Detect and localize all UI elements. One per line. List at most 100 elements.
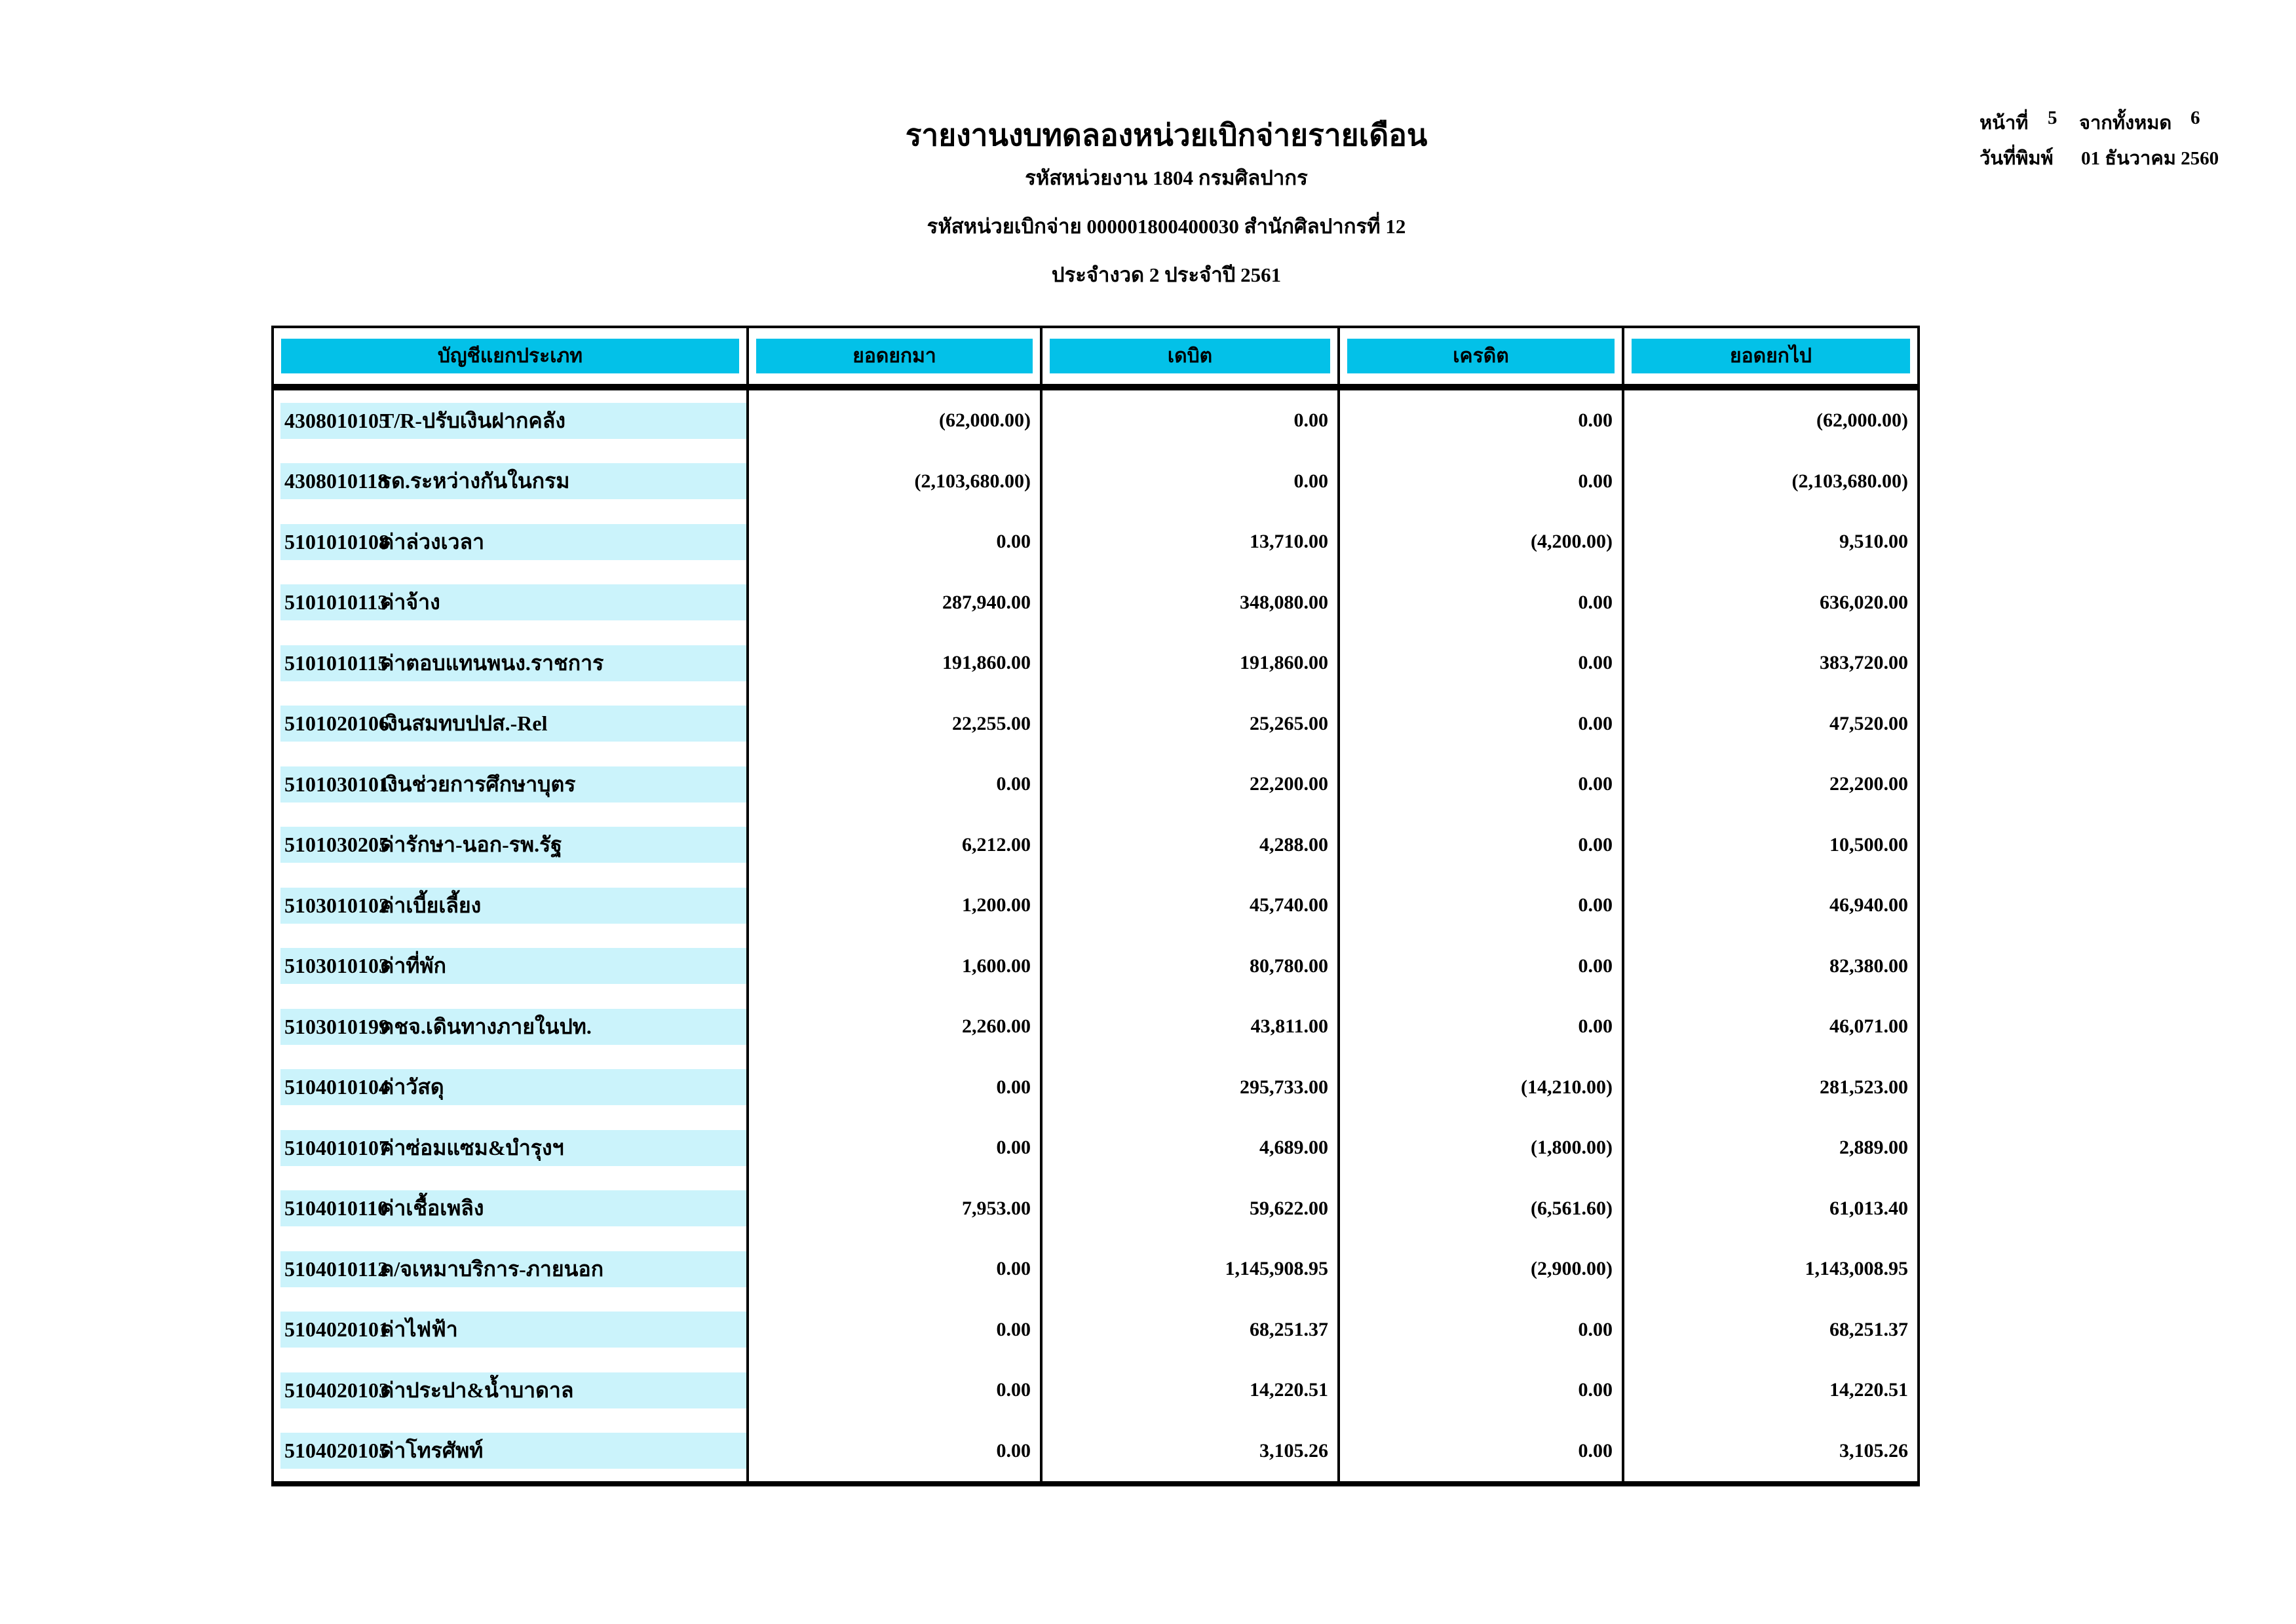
- debit-cell: 0.00: [1043, 451, 1340, 512]
- trial-balance-table: บัญชีแยกประเภท ยอดยกมา เดบิต เครดิต ยอดย…: [271, 326, 1920, 1486]
- credit-cell: 0.00: [1340, 875, 1624, 936]
- credit-cell: (1,800.00): [1340, 1118, 1624, 1179]
- table-row: 5104020101 ค่าไฟฟ้า 0.00 68,251.37 0.00 …: [274, 1299, 1917, 1360]
- opening-balance-cell: (2,103,680.00): [749, 451, 1043, 512]
- closing-balance-cell: 383,720.00: [1820, 652, 1908, 674]
- account-cell: 5104020105 ค่าโทรศัพท์: [274, 1420, 749, 1481]
- account-code: 5101020106: [284, 711, 389, 736]
- credit-cell: (6,561.60): [1340, 1178, 1624, 1239]
- account-code: 5104010104: [284, 1075, 389, 1099]
- closing-balance-cell: 281,523.00: [1820, 1076, 1908, 1098]
- credit-cell: 0.00: [1340, 1360, 1624, 1421]
- closing-balance-cell: 3,105.26: [1839, 1439, 1908, 1462]
- account-name: ค่าซ่อมแซม&บำรุงฯ: [380, 1135, 564, 1160]
- account-code: 5101030101: [284, 772, 389, 796]
- closing-balance-cell: 9,510.00: [1839, 531, 1908, 553]
- table-row: 4308010105 T/R-ปรับเงินฝากคลัง (62,000.0…: [274, 390, 1917, 451]
- column-header-opening-balance: ยอดยกมา: [756, 339, 1033, 373]
- account-cell: 5104020101 ค่าไฟฟ้า: [274, 1299, 749, 1360]
- closing-balance-cell: 636,020.00: [1820, 591, 1908, 613]
- account-cell: 5103010199 คชจ.เดินทางภายในปท.: [274, 996, 749, 1057]
- table-row: 5103010103 ค่าที่พัก 1,600.00 80,780.00 …: [274, 935, 1917, 996]
- account-cell: 5104010112 ค/จเหมาบริการ-ภายนอก: [274, 1239, 749, 1300]
- credit-cell: (2,900.00): [1340, 1239, 1624, 1300]
- column-header-closing-balance: ยอดยกไป: [1632, 339, 1910, 373]
- account-code: 4308010105: [284, 408, 389, 432]
- debit-cell: 348,080.00: [1043, 572, 1340, 633]
- credit-cell: 0.00: [1340, 935, 1624, 996]
- debit-cell: 25,265.00: [1043, 693, 1340, 754]
- closing-balance-cell: 61,013.40: [1829, 1197, 1908, 1219]
- account-band: 5104010110 ค่าเชื้อเพลิง: [280, 1190, 746, 1227]
- closing-balance-cell: 46,940.00: [1829, 894, 1908, 916]
- table-row: 5104010110 ค่าเชื้อเพลิง 7,953.00 59,622…: [274, 1178, 1917, 1239]
- closing-balance-cell: 2,889.00: [1839, 1137, 1908, 1159]
- table-row: 5104010104 ค่าวัสดุ 0.00 295,733.00 (14,…: [274, 1057, 1917, 1118]
- credit-cell: 0.00: [1340, 451, 1624, 512]
- credit-cell: 0.00: [1340, 996, 1624, 1057]
- opening-balance-cell: 0.00: [749, 1420, 1043, 1481]
- column-header-debit: เดบิต: [1050, 339, 1330, 373]
- account-name: ค่าประปา&น้ำบาดาล: [380, 1378, 574, 1402]
- debit-cell: 43,811.00: [1043, 996, 1340, 1057]
- table-row: 5103010199 คชจ.เดินทางภายในปท. 2,260.00 …: [274, 996, 1917, 1057]
- page-info: หน้าที่ 5 จากทั้งหมด 6 วันที่พิมพ์ 01 ธั…: [1980, 107, 2255, 186]
- table-row: 5103010102 ค่าเบี้ยเลี้ยง 1,200.00 45,74…: [274, 875, 1917, 936]
- account-band: 5103010103 ค่าที่พัก: [280, 948, 746, 985]
- table-row: 5101030101 เงินช่วยการศึกษาบุตร 0.00 22,…: [274, 754, 1917, 815]
- account-code: 5104010107: [284, 1135, 389, 1160]
- table-row: 5104020105 ค่าโทรศัพท์ 0.00 3,105.26 0.0…: [274, 1420, 1917, 1481]
- header-cell-opening: ยอดยกมา: [749, 328, 1043, 384]
- account-band: 5101020106 เงินสมทบปปส.-Rel: [280, 706, 746, 742]
- credit-cell: 0.00: [1340, 814, 1624, 875]
- opening-balance-cell: 22,255.00: [749, 693, 1043, 754]
- credit-cell: 0.00: [1340, 572, 1624, 633]
- table-row: 5101030205 ค่ารักษา-นอก-รพ.รัฐ 6,212.00 …: [274, 814, 1917, 875]
- credit-cell: 0.00: [1340, 390, 1624, 451]
- credit-cell: 0.00: [1340, 633, 1624, 694]
- account-band: 5104010112 ค/จเหมาบริการ-ภายนอก: [280, 1251, 746, 1287]
- account-code: 5104020103: [284, 1378, 389, 1402]
- account-cell: 5101030101 เงินช่วยการศึกษาบุตร: [274, 754, 749, 815]
- account-cell: 5101010115 ค่าตอบแทนพนง.ราชการ: [274, 633, 749, 694]
- table-row: 5104010107 ค่าซ่อมแซม&บำรุงฯ 0.00 4,689.…: [274, 1118, 1917, 1179]
- account-band: 5101010115 ค่าตอบแทนพนง.ราชการ: [280, 645, 746, 681]
- opening-balance-cell: 0.00: [749, 754, 1043, 815]
- header-cell-debit: เดบิต: [1043, 328, 1340, 384]
- table-row: 5104010112 ค/จเหมาบริการ-ภายนอก 0.00 1,1…: [274, 1239, 1917, 1300]
- opening-balance-cell: (62,000.00): [749, 390, 1043, 451]
- closing-balance-cell: 22,200.00: [1829, 773, 1908, 795]
- opening-balance-cell: 2,260.00: [749, 996, 1043, 1057]
- closing-balance-cell: 82,380.00: [1829, 954, 1908, 977]
- account-cell: 4308010105 T/R-ปรับเงินฝากคลัง: [274, 390, 749, 451]
- debit-cell: 80,780.00: [1043, 935, 1340, 996]
- report-unit-line: รหัสหน่วยเบิกจ่าย 000001800400030 สำนักศ…: [927, 215, 1406, 238]
- credit-cell: 0.00: [1340, 754, 1624, 815]
- credit-cell: 0.00: [1340, 1420, 1624, 1481]
- opening-balance-cell: 287,940.00: [749, 572, 1043, 633]
- opening-balance-cell: 1,600.00: [749, 935, 1043, 996]
- opening-balance-cell: 1,200.00: [749, 875, 1043, 936]
- account-name: เงินสมทบปปส.-Rel: [380, 711, 548, 736]
- report-org-line: รหัสหน่วยงาน 1804 กรมศิลปากร: [1025, 166, 1308, 189]
- account-name: ค่าที่พัก: [380, 954, 446, 978]
- account-name: ค่าโทรศัพท์: [380, 1439, 484, 1463]
- print-date-value: 01 ธันวาคม 2560: [2081, 148, 2219, 169]
- account-cell: 5101020106 เงินสมทบปปส.-Rel: [274, 693, 749, 754]
- account-code: 5103010103: [284, 954, 389, 978]
- account-name: ค่าไฟฟ้า: [380, 1317, 458, 1342]
- account-band: 5101010108 ค่าล่วงเวลา: [280, 523, 746, 560]
- opening-balance-cell: 0.00: [749, 512, 1043, 573]
- account-cell: 5101010108 ค่าล่วงเวลา: [274, 512, 749, 573]
- closing-balance-cell: 68,251.37: [1829, 1318, 1908, 1340]
- table-row: 5104020103 ค่าประปา&น้ำบาดาล 0.00 14,220…: [274, 1360, 1917, 1421]
- account-band: 5103010199 คชจ.เดินทางภายในปท.: [280, 1008, 746, 1045]
- debit-cell: 0.00: [1043, 390, 1340, 451]
- total-pages-value: 6: [2191, 107, 2200, 128]
- opening-balance-cell: 0.00: [749, 1057, 1043, 1118]
- opening-balance-cell: 0.00: [749, 1239, 1043, 1300]
- account-band: 5104020101 ค่าไฟฟ้า: [280, 1312, 746, 1348]
- debit-cell: 191,860.00: [1043, 633, 1340, 694]
- print-date-label: วันที่พิมพ์: [1980, 148, 2054, 169]
